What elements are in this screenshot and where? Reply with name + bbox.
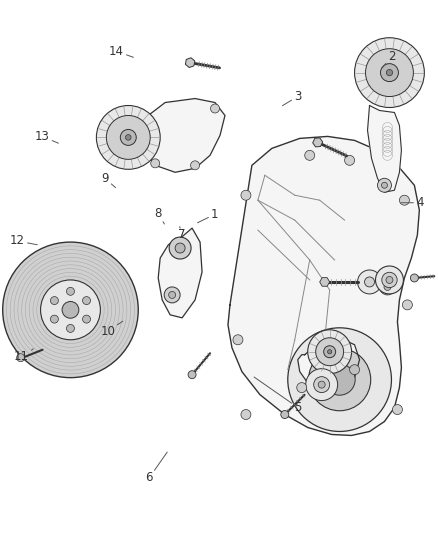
Polygon shape <box>298 338 360 393</box>
Circle shape <box>381 63 399 82</box>
Circle shape <box>306 369 338 401</box>
Circle shape <box>305 150 314 160</box>
Circle shape <box>67 325 74 333</box>
Circle shape <box>50 296 58 304</box>
Circle shape <box>211 104 219 113</box>
Circle shape <box>67 287 74 295</box>
Polygon shape <box>140 99 225 172</box>
Polygon shape <box>313 138 323 147</box>
Text: 2: 2 <box>382 50 395 68</box>
Circle shape <box>241 190 251 200</box>
Circle shape <box>82 315 91 323</box>
Text: 8: 8 <box>154 207 164 224</box>
Polygon shape <box>158 228 202 318</box>
Circle shape <box>288 328 392 432</box>
Circle shape <box>384 284 391 290</box>
Circle shape <box>324 346 336 358</box>
Circle shape <box>381 182 388 188</box>
Polygon shape <box>367 106 401 192</box>
Circle shape <box>241 409 251 419</box>
Circle shape <box>386 277 393 284</box>
Circle shape <box>345 155 355 165</box>
Circle shape <box>357 270 381 294</box>
Circle shape <box>82 296 91 304</box>
Circle shape <box>191 161 200 170</box>
Circle shape <box>62 302 79 318</box>
Text: 3: 3 <box>283 90 301 106</box>
Text: 4: 4 <box>401 196 424 209</box>
Circle shape <box>403 300 413 310</box>
Circle shape <box>378 178 392 192</box>
Circle shape <box>297 383 307 393</box>
Circle shape <box>366 49 413 96</box>
Circle shape <box>314 377 330 393</box>
Circle shape <box>50 315 58 323</box>
Text: 9: 9 <box>102 172 116 188</box>
Circle shape <box>164 287 180 303</box>
Text: 12: 12 <box>10 235 37 247</box>
Circle shape <box>410 274 418 282</box>
Polygon shape <box>228 136 419 435</box>
Circle shape <box>175 243 185 253</box>
Polygon shape <box>185 58 195 68</box>
Circle shape <box>350 365 360 375</box>
Circle shape <box>364 277 374 287</box>
Circle shape <box>318 381 325 388</box>
Circle shape <box>96 106 160 169</box>
Circle shape <box>392 405 403 415</box>
Circle shape <box>169 237 191 259</box>
Circle shape <box>126 135 131 140</box>
Circle shape <box>355 38 424 108</box>
Circle shape <box>316 338 343 366</box>
Circle shape <box>188 370 196 378</box>
Circle shape <box>382 272 397 288</box>
Text: 13: 13 <box>35 130 58 143</box>
Text: 14: 14 <box>109 45 134 58</box>
Circle shape <box>233 335 243 345</box>
Text: 10: 10 <box>100 321 123 338</box>
Circle shape <box>151 159 160 168</box>
Circle shape <box>169 292 176 298</box>
Circle shape <box>379 279 396 295</box>
Circle shape <box>328 350 332 354</box>
Circle shape <box>308 349 371 411</box>
Circle shape <box>106 116 150 159</box>
Circle shape <box>3 242 138 378</box>
Circle shape <box>308 330 352 374</box>
Circle shape <box>386 69 392 76</box>
Circle shape <box>375 266 403 294</box>
Circle shape <box>17 354 25 362</box>
Text: 7: 7 <box>178 227 186 241</box>
Text: 11: 11 <box>14 349 33 364</box>
Circle shape <box>324 364 355 395</box>
Polygon shape <box>320 278 330 286</box>
Circle shape <box>120 130 136 146</box>
Circle shape <box>281 410 289 418</box>
Circle shape <box>41 280 100 340</box>
Text: 1: 1 <box>198 208 219 223</box>
Circle shape <box>399 195 410 205</box>
Text: 5: 5 <box>254 377 301 414</box>
Text: 6: 6 <box>145 452 167 484</box>
